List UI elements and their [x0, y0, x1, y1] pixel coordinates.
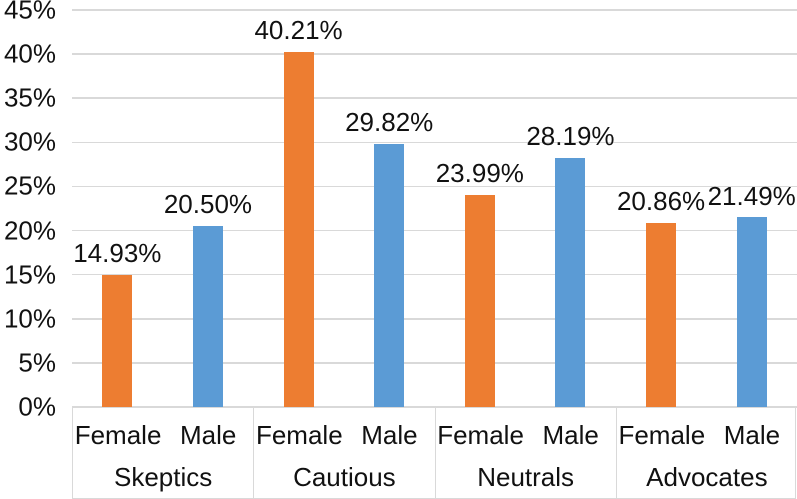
sub-category-label: Male: [361, 420, 418, 450]
bar-female-neutrals: [464, 195, 495, 407]
sub-category-label: Female: [437, 420, 524, 450]
y-axis-tick-label: 25%: [3, 171, 56, 202]
gridline: [72, 362, 797, 364]
gridline: [72, 97, 797, 99]
data-label: 28.19%: [526, 121, 615, 152]
y-axis-tick-label: 45%: [3, 0, 56, 25]
y-axis-tick-label: 20%: [3, 215, 56, 246]
category-label: Neutrals: [477, 462, 575, 492]
bar-female-advocates: [646, 222, 677, 407]
y-axis-tick-label: 5%: [18, 347, 56, 378]
gridline: [72, 53, 797, 55]
data-label: 23.99%: [435, 158, 524, 189]
plot-area: 14.93% 40.21% 23.99% 20.86% 20.50% 29.82% 28.1…: [72, 9, 797, 408]
sub-category-label: Male: [180, 420, 237, 450]
y-axis-tick-label: 30%: [3, 127, 56, 158]
data-label: 20.50%: [163, 189, 253, 220]
bar-female-skeptics: [102, 275, 133, 407]
category-label: Skeptics: [113, 462, 213, 492]
category-cell-neutrals: Female Male Neutrals: [434, 408, 616, 498]
y-axis-tick-label: 10%: [3, 303, 56, 334]
data-label: 20.86%: [616, 186, 706, 217]
x-axis: Female Male Skeptics Female Male Cautious Fema…: [72, 407, 796, 499]
category-cell-cautious: Female Male Cautious: [253, 408, 434, 498]
category-cell-skeptics: Female Male Skeptics: [72, 408, 253, 498]
y-axis-tick-label: 40%: [3, 38, 56, 69]
bar-male-cautious: [374, 143, 405, 407]
sub-category-label: Female: [74, 420, 162, 450]
gridline: [72, 9, 797, 11]
data-label: 40.21%: [254, 15, 343, 46]
gridline: [72, 229, 797, 232]
y-axis-tick-label: 35%: [3, 82, 56, 113]
category-label: Cautious: [293, 462, 396, 492]
bar-male-skeptics: [192, 226, 223, 407]
category-cell-advocates: Female Male Advocates: [615, 408, 797, 498]
category-label: Advocates: [646, 462, 768, 492]
data-label: 14.93%: [73, 238, 162, 269]
sub-category-label: Male: [723, 420, 781, 450]
sub-category-label: Female: [255, 420, 343, 450]
gridline: [72, 141, 797, 144]
bar-male-advocates: [736, 217, 767, 407]
gridline: [72, 273, 797, 276]
bar-male-neutrals: [555, 158, 586, 407]
gridline: [72, 318, 797, 320]
y-axis-tick-label: 15%: [3, 259, 56, 290]
sub-category-label: Female: [618, 420, 706, 450]
data-label: 21.49%: [707, 180, 796, 211]
sub-category-label: Male: [542, 420, 599, 450]
data-label: 29.82%: [345, 107, 434, 138]
bar-female-cautious: [283, 52, 314, 407]
y-axis-tick-label: 0%: [18, 391, 56, 422]
gridline: [72, 185, 797, 188]
